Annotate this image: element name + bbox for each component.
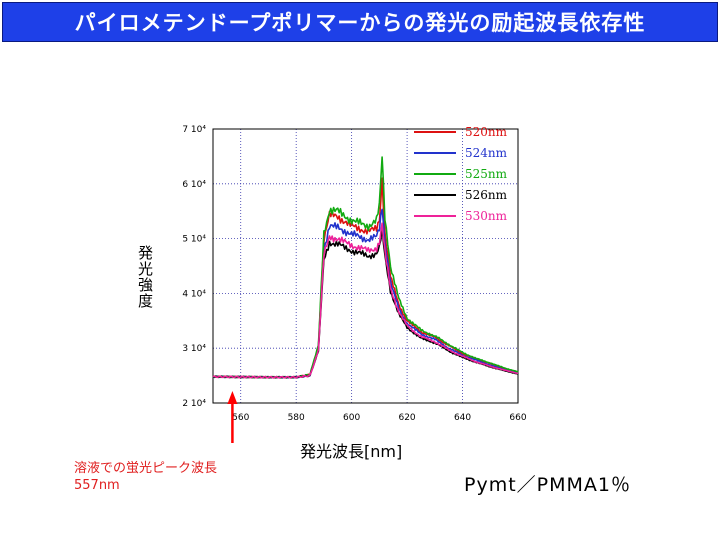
- y-tick-label-0: 2 10⁴: [182, 399, 206, 409]
- legend-label-520nm: 520nm: [465, 125, 508, 139]
- x-tick-label-1: 580: [288, 413, 305, 423]
- x-tick-label-2: 600: [343, 413, 360, 423]
- arrow-annotation: [227, 391, 238, 443]
- x-tick-label-0: 560: [232, 413, 249, 423]
- title-bar: パイロメテンドープポリマーからの発光の励起波長依存性: [2, 2, 718, 42]
- legend-label-530nm: 530nm: [465, 209, 508, 223]
- fluorescence-peak-note: 溶液での蛍光ピーク波長 557nm: [74, 460, 217, 494]
- legend-label-525nm: 525nm: [465, 167, 508, 181]
- x-tick-label-3: 620: [398, 413, 415, 423]
- plot-frame: [212, 128, 519, 404]
- y-tick-label-2: 4 10⁴: [182, 289, 206, 299]
- series-line-530nm: [212, 222, 519, 379]
- x-axis-label: 発光波長[nm]: [300, 442, 403, 461]
- legend-label-524nm: 524nm: [465, 146, 508, 160]
- y-axis-ticks: 2 10⁴ 3 10⁴ 4 10⁴ 5 10⁴ 6 10⁴ 7 10⁴: [182, 125, 206, 409]
- arrow-head: [227, 391, 238, 404]
- x-axis-ticks: 560 580 600 620 640 660: [232, 413, 527, 423]
- sample-label: Pymt／PMMA1％: [464, 474, 631, 496]
- x-tick-label-4: 640: [454, 413, 471, 423]
- y-tick-label-4: 6 10⁴: [182, 180, 206, 190]
- x-tick-label-5: 660: [509, 413, 526, 423]
- series-lines: [212, 156, 519, 379]
- page-title: パイロメテンドープポリマーからの発光の励起波長依存性: [74, 11, 646, 35]
- legend: 520nm 524nm 525nm 526nm 530nm: [414, 125, 508, 223]
- y-axis-label: 発光強度: [136, 245, 154, 309]
- y-tick-label-5: 7 10⁴: [182, 125, 206, 135]
- note-line-1: 溶液での蛍光ピーク波長: [74, 461, 218, 476]
- y-tick-label-3: 5 10⁴: [182, 235, 206, 245]
- note-line-2: 557nm: [74, 478, 120, 493]
- y-tick-label-1: 3 10⁴: [182, 344, 206, 354]
- legend-label-526nm: 526nm: [465, 188, 508, 202]
